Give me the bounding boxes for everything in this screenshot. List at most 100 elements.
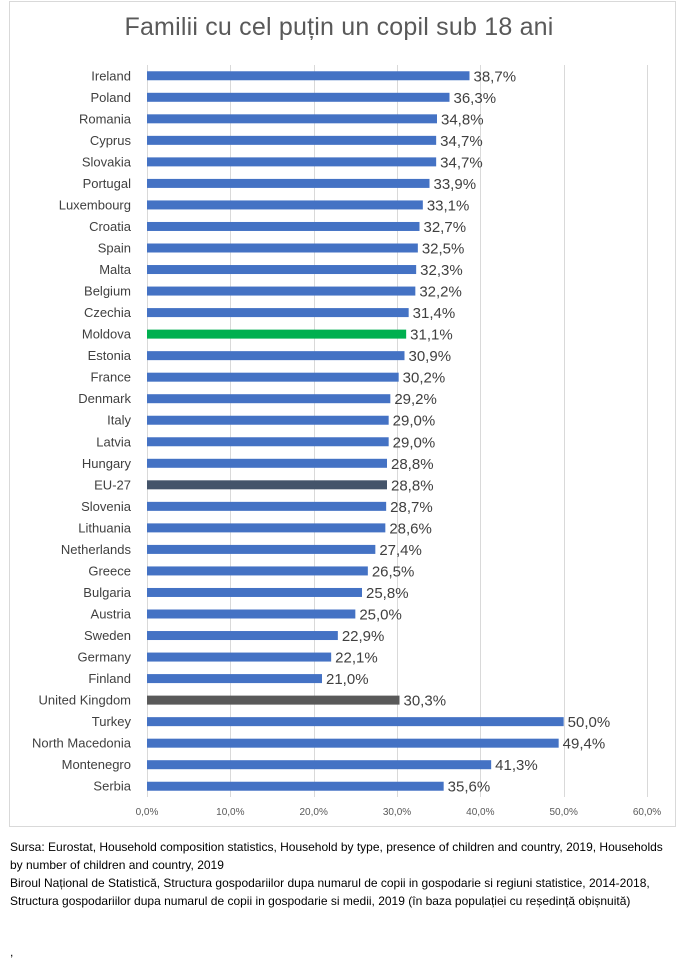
category-label: Denmark	[78, 391, 131, 406]
data-label: 29,0%	[393, 434, 436, 451]
category-label: Slovenia	[81, 499, 132, 514]
bar-czechia	[147, 308, 409, 318]
data-label: 33,1%	[427, 197, 470, 214]
category-label: EU-27	[94, 477, 131, 492]
bar-chart-plot: Ireland Poland Romania Cyprus Slovakia Portug…	[32, 65, 662, 818]
data-label: 29,2%	[394, 391, 437, 408]
category-label: Serbia	[93, 779, 131, 794]
data-label: 49,4%	[563, 736, 606, 753]
x-tick-label: 60,0%	[633, 807, 661, 818]
source-line-bns: Biroul Național de Statistică, Structura…	[10, 876, 650, 908]
source-note: Sursa: Eurostat, Household composition s…	[10, 838, 670, 910]
bar-lithuania	[147, 523, 386, 533]
bar-eu-27	[147, 480, 387, 490]
data-label: 34,7%	[440, 133, 483, 150]
category-label: Slovakia	[82, 154, 132, 169]
data-label: 32,3%	[420, 262, 463, 279]
bar-estonia	[147, 351, 405, 361]
data-label: 26,5%	[372, 563, 415, 580]
bar-germany	[147, 652, 332, 662]
category-label: Romania	[79, 111, 132, 126]
bar-luxembourg	[147, 200, 423, 210]
data-label: 31,4%	[413, 305, 456, 322]
category-label: Luxembourg	[59, 197, 131, 212]
category-label: Netherlands	[61, 542, 132, 557]
category-label: Hungary	[82, 456, 132, 471]
bar-turkey	[147, 717, 564, 727]
bar-italy	[147, 415, 389, 425]
category-label: Ireland	[91, 68, 131, 83]
category-label: Portugal	[83, 176, 132, 191]
data-label: 28,8%	[391, 477, 434, 494]
category-label: Belgium	[84, 284, 131, 299]
data-label: 30,2%	[403, 370, 446, 387]
bar-greece	[147, 566, 368, 576]
data-label: 27,4%	[379, 542, 422, 559]
bar-croatia	[147, 221, 420, 231]
bar-serbia	[147, 781, 444, 791]
category-label: Turkey	[92, 714, 132, 729]
x-tick-label: 10,0%	[216, 807, 244, 818]
data-label: 30,9%	[409, 348, 452, 365]
category-label: Finland	[88, 671, 131, 686]
bar-france	[147, 372, 399, 382]
bar-spain	[147, 243, 418, 253]
chart-title: Familii cu cel puțin un copil sub 18 ani	[124, 13, 554, 41]
data-label: 50,0%	[568, 714, 611, 731]
bar-finland	[147, 674, 322, 684]
bar-north-macedonia	[147, 738, 559, 748]
bar-bulgaria	[147, 587, 362, 597]
category-label: Estonia	[88, 348, 132, 363]
bar-portugal	[147, 178, 430, 188]
data-label: 35,6%	[448, 779, 491, 796]
bar-romania	[147, 114, 437, 124]
data-label: 30,3%	[404, 693, 447, 710]
category-label: Latvia	[96, 434, 131, 449]
category-label: Moldova	[82, 327, 132, 342]
data-label: 38,7%	[474, 68, 517, 85]
category-label: United Kingdom	[39, 693, 132, 708]
data-label: 34,7%	[440, 154, 483, 171]
bar-belgium	[147, 286, 416, 296]
data-label: 32,2%	[419, 284, 462, 301]
x-axis-tick-labels: 0,0% 10,0% 20,0% 30,0% 40,0% 50,0% 60,0%	[136, 807, 662, 818]
bar-cyprus	[147, 135, 437, 145]
category-label: Bulgaria	[83, 585, 131, 600]
category-label: France	[91, 370, 131, 385]
data-label: 31,1%	[410, 327, 453, 344]
bar-austria	[147, 609, 356, 619]
bar-poland	[147, 92, 450, 102]
bar-ireland	[147, 71, 470, 81]
data-label: 33,9%	[434, 176, 477, 193]
data-label: 32,7%	[424, 219, 467, 236]
x-tick-label: 40,0%	[466, 807, 494, 818]
value-labels: 38,7% 36,3% 34,8% 34,7% 34,7% 33,9% 33,1% 32,7%…	[326, 68, 610, 795]
category-label: Malta	[99, 262, 132, 277]
data-label: 21,0%	[326, 671, 369, 688]
trailing-comma: ,	[10, 945, 14, 959]
data-label: 32,5%	[422, 241, 465, 258]
category-label: Sweden	[84, 628, 131, 643]
data-label: 34,8%	[441, 111, 484, 128]
data-label: 25,0%	[359, 607, 402, 624]
bar-slovenia	[147, 501, 387, 511]
data-label: 41,3%	[495, 757, 538, 774]
data-label: 22,9%	[342, 628, 385, 645]
data-label: 28,7%	[390, 499, 433, 516]
x-tick-label: 30,0%	[383, 807, 411, 818]
bar-sweden	[147, 631, 338, 641]
x-tick-label: 20,0%	[299, 807, 327, 818]
category-label: Croatia	[89, 219, 132, 234]
category-label: Germany	[78, 650, 132, 665]
category-label: Austria	[91, 607, 132, 622]
source-line-eurostat: Sursa: Eurostat, Household composition s…	[10, 840, 663, 872]
bar-montenegro	[147, 760, 492, 770]
category-label: Lithuania	[78, 520, 132, 535]
x-tick-label: 50,0%	[549, 807, 577, 818]
category-label: Czechia	[84, 305, 132, 320]
bar-latvia	[147, 437, 389, 447]
bar-united-kingdom	[147, 695, 400, 705]
data-label: 28,6%	[389, 520, 432, 537]
data-label: 29,0%	[393, 413, 436, 430]
data-label: 28,8%	[391, 456, 434, 473]
